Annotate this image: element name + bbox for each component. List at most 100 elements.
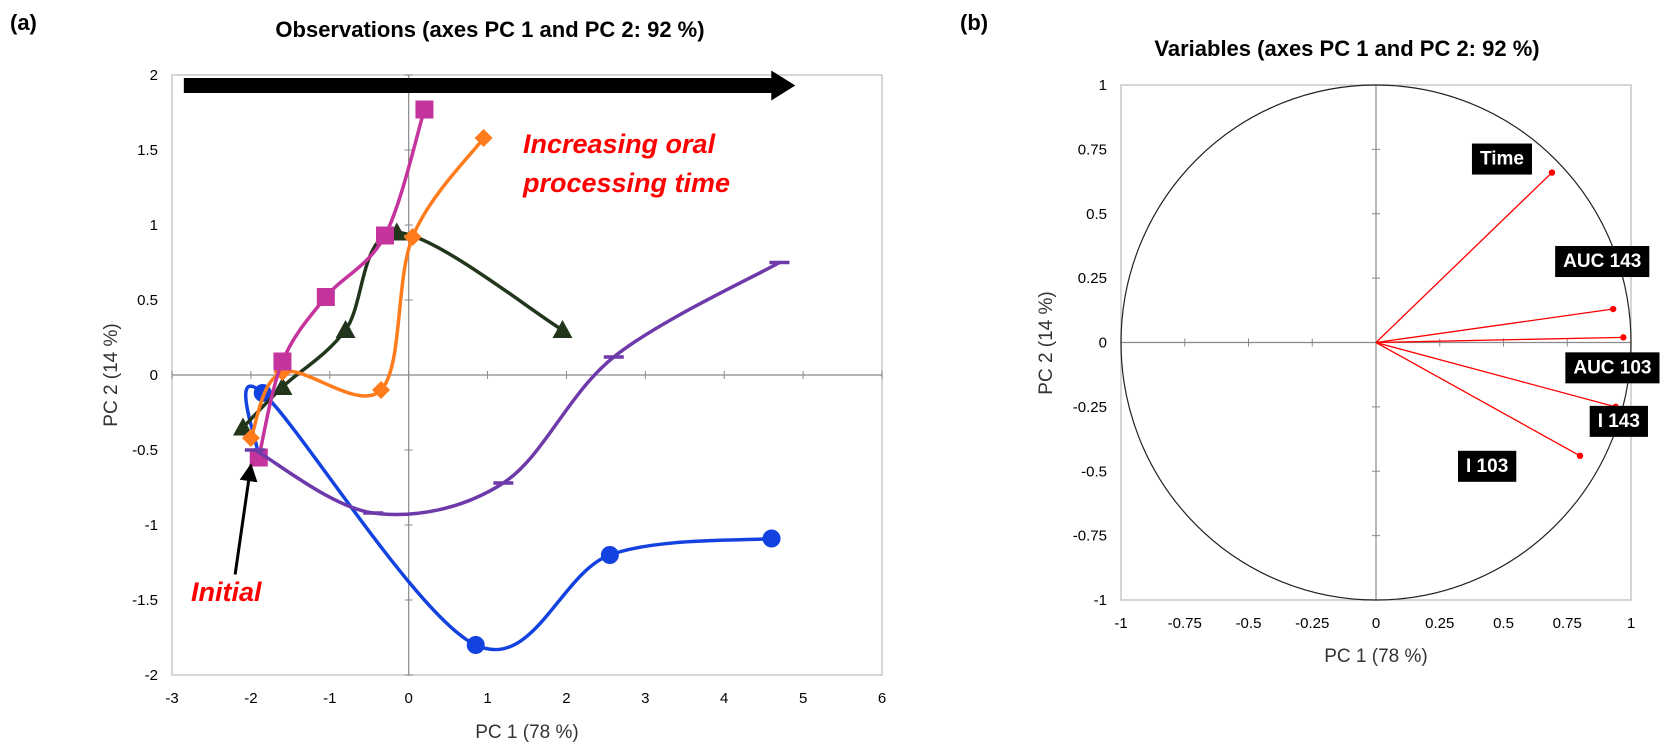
variable-vector: I 103 [1375,341,1584,482]
panel-a-y-tick-label: -1.5 [132,592,158,609]
series-circle [244,384,781,654]
top-arrow-head [771,70,796,101]
panel-b-x-tick-label: -0.5 [1236,615,1262,632]
variable-label: I 143 [1598,411,1640,432]
series-triangle-point [335,320,356,338]
variable-label-box [1555,246,1650,278]
panel-b-x-tick-label: 0.5 [1493,615,1514,632]
variable-label: AUC 143 [1563,251,1641,272]
panel-a-y-tick-label: -1 [145,517,158,534]
series-circle-point [762,529,781,548]
variable-label: I 103 [1466,456,1508,477]
initial-arrow-line [233,463,258,575]
variable-vector-point [1620,334,1627,341]
variable-vector: AUC 143 [1375,246,1650,344]
panel-b-xlabel: PC 1 (78 %) [1324,646,1427,667]
variable-label-box [1458,450,1517,482]
variable-vector-line [1375,308,1614,344]
panel-b-y-tick-label: -1 [1094,592,1107,609]
panel-a-initial-arrow [233,463,258,575]
panel-a-y-tick-label: 2 [150,67,158,84]
panel-a-tick-labels: -3 -2 -1 0 1 2 3 4 5 6 -2 -1.5 -1 -0.5 0 0.5 1 1.5 2 [132,67,886,707]
series-circle-point [600,546,619,564]
panel-a-series [233,100,790,654]
series-square-point [415,100,434,119]
variable-label-box [1565,352,1660,384]
panel-b-y-tick-label: -0.75 [1073,528,1107,545]
panel-a-x-tick-label: 4 [720,690,728,707]
series-diamond-point [241,429,260,447]
panel-a-observations-chart: (a) Observations (axes PC 1 and PC 2: 92… [10,10,886,743]
series-circle-point [466,636,485,654]
panel-a-annotations: Increasing oral processing time Initial [191,129,730,607]
panel-a-x-tick-label: 2 [562,690,570,707]
panel-a-axes [171,74,883,676]
panel-a-y-tick-label: 0 [150,367,158,384]
panel-a-x-tick-label: -2 [244,690,257,707]
series-square-point [316,288,335,306]
panel-a-x-tick-label: -3 [165,690,178,707]
panel-a-xlabel: PC 1 (78 %) [475,722,578,743]
panel-b-y-tick-label: 0.25 [1078,270,1107,287]
panel-b-label: (b) [960,10,988,35]
panel-a-x-tick-label: 6 [878,690,886,707]
panel-a-x-tick-label: 0 [404,690,412,707]
panel-a-y-tick-label: 1 [150,217,158,234]
series-dash [244,260,790,517]
panel-a-y-tick-label: 1.5 [137,142,158,159]
variable-label-box [1589,405,1648,437]
panel-b-x-tick-label: -1 [1114,615,1127,632]
panel-b-x-tick-label: 1 [1627,615,1635,632]
variable-label: Time [1480,149,1524,170]
series-square-point [376,226,394,245]
panel-a-y-tick-label: 0.5 [137,292,158,309]
panel-a-x-tick-label: 3 [641,690,649,707]
series-triangle-point [552,320,573,338]
annotation-increasing-line-1: Increasing oral [523,129,716,159]
series-diamond [241,129,493,447]
panel-b-x-tick-label: 0.75 [1553,615,1582,632]
panel-b-x-tick-label: -0.75 [1168,615,1202,632]
variable-vector-line [1375,341,1581,457]
panel-a-x-tick-label: -1 [323,690,336,707]
variable-vector-line [1375,336,1624,344]
series-diamond-point [372,381,391,399]
panel-a-title: Observations (axes PC 1 and PC 2: 92 %) [275,17,704,42]
variable-label-box [1471,143,1532,175]
panel-b-ylabel: PC 2 (14 %) [1036,291,1057,394]
series-square-point [273,352,292,371]
panel-a-top-arrow [183,70,796,101]
series-triangle [233,222,573,436]
series-square [249,100,434,467]
panel-b-x-tick-label: 0 [1372,615,1380,632]
series-triangle-line [241,230,565,430]
panel-b-title: Variables (axes PC 1 and PC 2: 92 %) [1154,36,1539,61]
variable-vector: I 143 [1375,341,1648,437]
panel-b-y-tick-label: 0.75 [1078,141,1107,158]
variable-vector-line [1375,341,1616,408]
panel-b-variables-chart: (b) Variables (axes PC 1 and PC 2: 92 %)… [960,10,1660,667]
panel-a-x-tick-label: 5 [799,690,807,707]
annotation-initial: Initial [191,577,262,607]
variable-vector-point [1609,305,1617,313]
series-triangle-point [272,377,293,395]
panel-a-x-tick-label: 1 [483,690,491,707]
series-triangle-point [233,417,253,436]
series-dash-line [253,260,782,517]
panel-b-y-tick-label: -0.25 [1073,399,1107,416]
annotation-increasing-line-2: processing time [522,168,730,198]
variable-label: AUC 103 [1573,357,1651,378]
panel-b-y-tick-label: 0.5 [1086,206,1107,223]
variable-vector-point [1548,169,1556,176]
variable-vector-point [1576,452,1584,459]
series-square-point [249,448,268,467]
panel-a-label: (a) [10,10,37,35]
series-circle-line [244,384,774,652]
panel-b-x-tick-label: 0.25 [1425,615,1454,632]
variable-vector: AUC 103 [1375,334,1660,384]
panel-b-vectors: Time AUC 143 AUC 103 I 143 I 103 [1375,143,1660,482]
panel-b-y-tick-label: -0.5 [1081,463,1107,480]
panel-a-y-tick-label: -0.5 [132,442,158,459]
panel-b-tick-labels: -1 -0.75 -0.5 -0.25 0 0.25 0.5 0.75 1 -1 -0.75 -0.5… [1073,77,1635,632]
